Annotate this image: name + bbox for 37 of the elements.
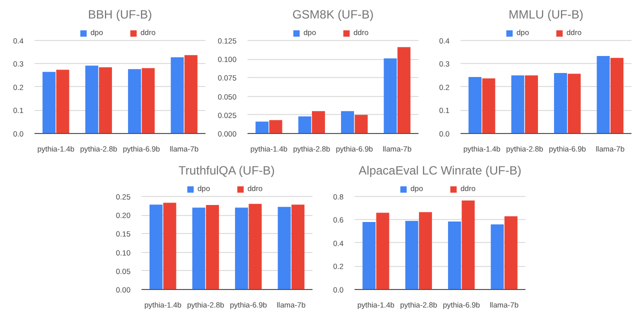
bar bbox=[312, 111, 325, 134]
bar bbox=[341, 111, 354, 134]
bar bbox=[298, 116, 312, 134]
bar bbox=[462, 200, 475, 290]
bar bbox=[98, 67, 112, 134]
bar bbox=[511, 75, 524, 134]
bar bbox=[85, 66, 98, 134]
bar bbox=[610, 58, 624, 134]
bar bbox=[184, 55, 198, 134]
bar bbox=[170, 57, 184, 134]
bar bbox=[448, 221, 462, 290]
bar bbox=[56, 70, 70, 134]
bar bbox=[269, 120, 282, 134]
bar bbox=[554, 73, 568, 134]
chart-title: BBH (UF-B) bbox=[88, 8, 152, 22]
bar bbox=[397, 47, 410, 134]
bar bbox=[490, 224, 504, 290]
chart-title: TruthfulQA (UF-B) bbox=[178, 164, 275, 178]
bar bbox=[524, 75, 538, 134]
chart-title: AlpacaEval LC Winrate (UF-B) bbox=[358, 164, 522, 178]
bar bbox=[504, 216, 518, 290]
bar bbox=[256, 122, 269, 134]
bar bbox=[405, 220, 418, 290]
chart-title: MMLU (UF-B) bbox=[508, 8, 584, 22]
bar bbox=[568, 74, 581, 134]
bar bbox=[42, 72, 56, 134]
bar bbox=[418, 212, 432, 290]
bar bbox=[376, 212, 390, 290]
chart-title: GSM8K (UF-B) bbox=[292, 8, 374, 22]
bar bbox=[354, 114, 368, 134]
bar bbox=[596, 56, 610, 134]
bar bbox=[384, 58, 397, 134]
bar bbox=[362, 222, 376, 290]
bar bbox=[482, 78, 496, 134]
bar bbox=[468, 76, 482, 134]
bar bbox=[142, 68, 155, 134]
bar bbox=[128, 69, 142, 134]
